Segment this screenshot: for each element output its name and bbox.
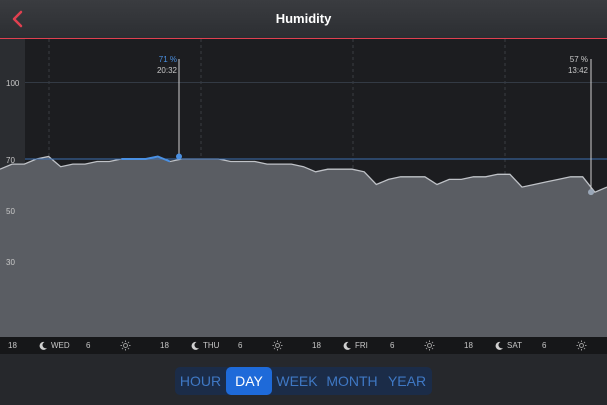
marker-dot [176,153,182,160]
back-icon[interactable] [4,6,30,32]
header-bar: Humidity [0,0,607,39]
time-tick: SAT [494,337,522,354]
tab-year[interactable]: YEAR [387,373,427,389]
marker-value: 71 % [158,55,177,64]
moon-icon [190,341,200,351]
time-tick-label: 18 [160,341,169,350]
time-tick: FRI [342,337,368,354]
sun-icon [272,340,283,351]
time-tick: THU [190,337,219,354]
humidity-line [0,155,607,193]
y-tick-label: 70 [6,156,15,165]
time-tick-label: 6 [390,341,395,350]
moon-icon [38,341,48,351]
time-tick [576,337,587,354]
time-tick [424,337,435,354]
time-tick-label: 6 [238,341,243,350]
time-tick: 6 [238,337,242,354]
time-tick-label: 18 [464,341,473,350]
highlight-segment [121,155,171,163]
time-tick-label: FRI [355,341,368,350]
time-tick-label: 6 [542,341,547,350]
time-tick: 18 [312,337,321,354]
time-tick-label: THU [203,341,220,350]
marker-time: 13:42 [567,66,588,75]
sun-icon [576,340,587,351]
time-tick: 18 [160,337,169,354]
time-tick [272,337,283,354]
marker-dot [588,189,594,196]
marker-callout-left: 71 % 20:32 [148,55,177,75]
time-tick-label: 6 [86,341,91,350]
time-tick-label: 18 [312,341,321,350]
moon-icon [342,341,352,351]
time-tick-label: WED [51,341,70,350]
tab-hour[interactable]: HOUR [179,373,222,389]
time-tick: 6 [86,337,90,354]
time-axis: 18 WED 6 18 THU 6 18 FRI 6 18 SAT 6 [0,337,607,354]
tab-day[interactable]: DAY [226,367,272,395]
range-tabs: HOUR DAY WEEK MONTH YEAR [175,367,432,395]
marker-callout-right: 57 % 13:42 [558,55,588,75]
time-tick: 6 [390,337,394,354]
y-tick-label: 30 [6,258,15,267]
humidity-chart[interactable] [0,39,607,337]
y-tick-label: 100 [6,79,20,88]
tab-month[interactable]: MONTH [326,373,378,389]
time-tick-label: SAT [507,341,522,350]
time-tick: 18 [8,337,17,354]
time-tick-label: 18 [8,341,17,350]
time-tick: WED [38,337,70,354]
marker-value: 57 % [569,55,588,64]
sun-icon [120,340,131,351]
marker-time: 20:32 [156,66,177,75]
time-tick: 6 [542,337,546,354]
y-tick-label: 50 [6,207,15,216]
humidity-area [0,156,607,337]
tab-week[interactable]: WEEK [276,373,318,389]
time-tick: 18 [464,337,473,354]
page-title: Humidity [275,11,332,26]
time-tick [120,337,131,354]
moon-icon [494,341,504,351]
sun-icon [424,340,435,351]
